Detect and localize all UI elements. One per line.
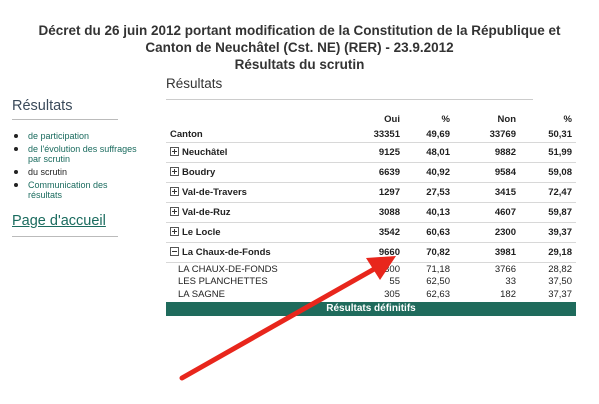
sidebar-link-scrutin[interactable]: du scrutin	[28, 167, 68, 177]
sidebar-item-communication: Communication des résultats	[14, 180, 144, 200]
district-oui: 3542	[354, 222, 404, 243]
canton-oui: 33351	[373, 128, 400, 140]
district-name: Boudry	[182, 167, 216, 178]
collapse-minus-icon[interactable]	[170, 247, 179, 256]
commune-name: LA CHAUX-DE-FONDS	[166, 262, 354, 276]
table-header-row: Oui % Non %	[166, 112, 576, 126]
district-name: Val-de-Ruz	[182, 207, 231, 218]
commune-non-pct: 37,37	[548, 288, 572, 300]
district-oui: 3088	[354, 202, 404, 223]
district-non: 4607	[454, 202, 520, 223]
expand-plus-icon[interactable]	[170, 167, 179, 176]
commune-non: 3766	[454, 262, 520, 276]
table-row-canton: Canton 33351 49,69 33769 50,31	[166, 126, 576, 143]
district-non: 2300	[454, 222, 520, 243]
district-oui-pct: 48,01	[404, 142, 454, 163]
district-oui: 6639	[354, 162, 404, 183]
district-oui-pct: 27,53	[404, 182, 454, 203]
district-oui: 9125	[354, 142, 404, 163]
results-divider	[166, 99, 533, 100]
col-oui-pct: %	[441, 113, 450, 125]
canton-non: 33769	[489, 128, 516, 140]
expand-plus-icon[interactable]	[170, 187, 179, 196]
commune-non: 182	[500, 288, 516, 300]
district-oui-pct: 40,92	[404, 162, 454, 183]
district-oui-pct: 60,63	[404, 222, 454, 243]
district-oui: 1297	[354, 182, 404, 203]
table-row[interactable]: Val-de-Travers 1297 27,53 3415 72,47	[166, 182, 576, 203]
expand-plus-icon[interactable]	[170, 147, 179, 156]
district-non: 9584	[454, 162, 520, 183]
district-non-pct: 29,18	[520, 242, 576, 263]
district-non-pct: 59,08	[520, 162, 576, 183]
commune-non-pct: 37,50	[548, 276, 572, 288]
expand-plus-icon[interactable]	[170, 207, 179, 216]
district-name: La Chaux-de-Fonds	[182, 247, 271, 258]
final-results-bar: Résultats définitifs	[166, 302, 576, 316]
table-row: LA CHAUX-DE-FONDS 9300 71,18 3766 28,82	[166, 262, 576, 276]
canton-name: Canton	[170, 128, 203, 140]
sidebar-divider	[12, 119, 118, 120]
arrow-head-icon	[366, 256, 396, 280]
table-row[interactable]: Neuchâtel 9125 48,01 9882 51,99	[166, 142, 576, 163]
expand-plus-icon[interactable]	[170, 227, 179, 236]
district-oui-pct: 40,13	[404, 202, 454, 223]
title-line-1: Décret du 26 juin 2012 portant modificat…	[38, 23, 561, 38]
commune-name: LA SAGNE	[178, 288, 225, 300]
sidebar-heading: Résultats	[12, 98, 73, 114]
commune-name: LES PLANCHETTES	[178, 276, 268, 288]
table-row[interactable]: Le Locle 3542 60,63 2300 39,37	[166, 222, 576, 243]
commune-oui: 305	[384, 288, 400, 300]
sidebar-link-evolution[interactable]: de l'évolution des suffrages par scrutin	[28, 144, 137, 164]
commune-oui: 55	[389, 276, 400, 288]
commune-non-pct: 28,82	[520, 262, 576, 276]
district-name: Le Locle	[182, 227, 221, 238]
district-non: 3981	[454, 242, 520, 263]
table-row[interactable]: Boudry 6639 40,92 9584 59,08	[166, 162, 576, 183]
results-table: Oui % Non % Canton 33351 49,69 33769 50,…	[166, 112, 576, 301]
district-name: Neuchâtel	[182, 147, 228, 158]
district-non: 9882	[454, 142, 520, 163]
home-link[interactable]: Page d'accueil	[12, 213, 106, 229]
district-non-pct: 51,99	[520, 142, 576, 163]
title-line-3: Résultats du scrutin	[234, 57, 365, 72]
sidebar-nav: de participation de l'évolution des suff…	[14, 131, 144, 203]
canton-oui-pct: 49,69	[426, 128, 450, 140]
commune-oui-pct: 62,50	[426, 276, 450, 288]
sidebar-link-participation[interactable]: de participation	[28, 131, 90, 141]
table-row: LA SAGNE 305 62,63 182 37,37	[166, 288, 576, 301]
col-non: Non	[497, 113, 516, 125]
district-non-pct: 39,37	[520, 222, 576, 243]
district-non: 3415	[454, 182, 520, 203]
col-oui: Oui	[384, 113, 400, 125]
table-row[interactable]: Val-de-Ruz 3088 40,13 4607 59,87	[166, 202, 576, 223]
col-non-pct: %	[563, 113, 572, 125]
sidebar-item-scrutin: du scrutin	[14, 167, 144, 177]
commune-non: 33	[505, 276, 516, 288]
page-title: Décret du 26 juin 2012 portant modificat…	[0, 22, 599, 73]
district-name: Val-de-Travers	[182, 187, 247, 198]
sidebar-item-participation: de participation	[14, 131, 144, 141]
sidebar-link-communication[interactable]: Communication des résultats	[28, 180, 108, 200]
title-line-2: Canton de Neuchâtel (Cst. NE) (RER) - 23…	[145, 40, 454, 55]
sidebar-item-evolution: de l'évolution des suffrages par scrutin	[14, 144, 144, 164]
arrow-shaft	[179, 265, 379, 381]
district-non-pct: 59,87	[520, 202, 576, 223]
results-heading: Résultats	[166, 76, 223, 91]
sidebar-divider-bottom	[12, 236, 118, 237]
commune-oui-pct: 71,18	[404, 262, 454, 276]
commune-oui-pct: 62,63	[426, 288, 450, 300]
district-oui-pct: 70,82	[404, 242, 454, 263]
table-row: LES PLANCHETTES 55 62,50 33 37,50	[166, 276, 576, 289]
canton-non-pct: 50,31	[548, 128, 572, 140]
district-non-pct: 72,47	[520, 182, 576, 203]
